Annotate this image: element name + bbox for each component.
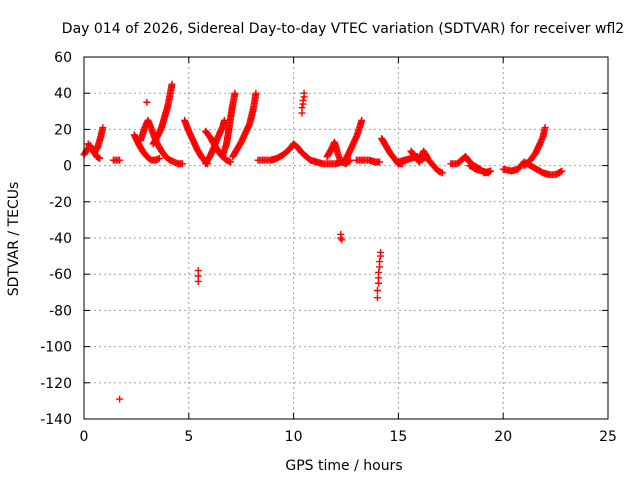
- y-tick-label: 20: [54, 122, 72, 138]
- data-point: [438, 169, 446, 177]
- outlier-point: [299, 96, 307, 104]
- y-tick-label: -80: [49, 303, 72, 319]
- data-point: [424, 154, 432, 162]
- plot-frame: [83, 56, 609, 420]
- data-point: [358, 116, 366, 124]
- x-tick-labels: 0 5 10 15 20 25: [80, 429, 617, 445]
- y-tick-label: -140: [40, 412, 72, 428]
- y-tick-label: -40: [49, 231, 72, 247]
- data-point: [96, 154, 104, 162]
- data-point: [376, 158, 384, 166]
- y-tick-label: -120: [40, 376, 72, 392]
- data-point: [231, 89, 239, 97]
- data-point: [252, 89, 260, 97]
- data-point: [99, 124, 107, 132]
- outlier-point: [143, 98, 151, 106]
- data-point: [485, 169, 493, 177]
- y-tick-labels: -140 -120 -100 -80 -60 -40 -20 0 20 40 60: [40, 50, 72, 428]
- data-point: [116, 156, 124, 164]
- y-tick-label: 40: [54, 86, 72, 102]
- x-tick-label: 0: [80, 429, 89, 445]
- outlier-point: [338, 236, 346, 244]
- data-point: [220, 116, 228, 124]
- y-tick-label: -100: [40, 340, 72, 356]
- y-tick-label: -60: [49, 267, 72, 283]
- x-tick-label: 10: [285, 429, 303, 445]
- outlier-point: [374, 268, 382, 276]
- outlier-point: [376, 258, 384, 266]
- data-point: [168, 80, 176, 88]
- outlier-point: [300, 89, 308, 97]
- x-tick-label: 25: [599, 429, 617, 445]
- data-point: [558, 167, 566, 175]
- data-point: [227, 158, 235, 166]
- outlier-point: [116, 395, 124, 403]
- grid-lines: [84, 57, 608, 419]
- x-tick-label: 20: [494, 429, 512, 445]
- data-point: [155, 154, 163, 162]
- outlier-point: [194, 277, 202, 285]
- data-point: [541, 124, 549, 132]
- data-point: [179, 160, 187, 168]
- y-axis-label: SDTVAR / TECUs: [6, 182, 22, 297]
- x-tick-label: 5: [184, 429, 193, 445]
- data-point: [557, 168, 565, 176]
- outlier-point: [373, 294, 381, 302]
- x-tick-label: 15: [389, 429, 407, 445]
- outlier-point: [377, 248, 385, 256]
- y-tick-label: -20: [49, 195, 72, 211]
- y-tick-label: 0: [63, 159, 72, 175]
- data-marks: [80, 80, 566, 403]
- x-axis-label: GPS time / hours: [285, 458, 402, 474]
- y-tick-label: 60: [54, 50, 72, 66]
- outlier-point: [373, 286, 381, 294]
- outlier-point: [298, 104, 306, 112]
- chart-title: Day 014 of 2026, Sidereal Day-to-day VTE…: [62, 21, 624, 37]
